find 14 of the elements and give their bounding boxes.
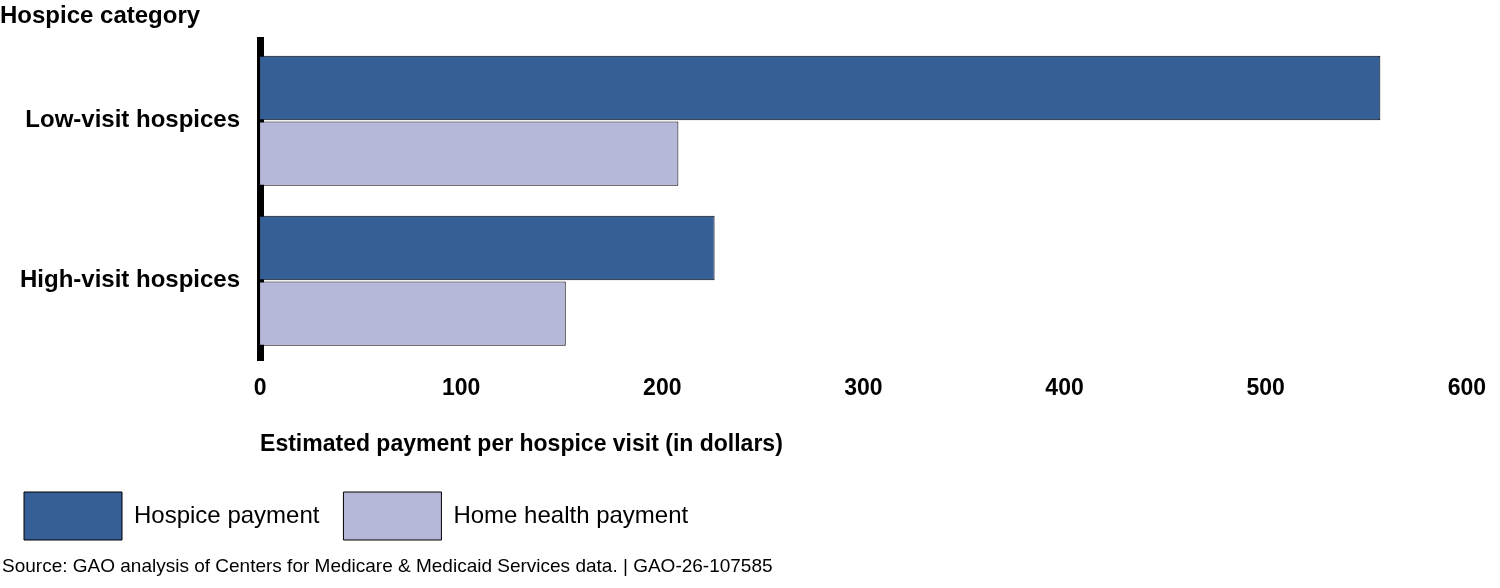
x-tick-label: 600 bbox=[1447, 373, 1486, 400]
x-tick-label: 200 bbox=[643, 373, 682, 400]
y-tick-label: Low-visit hospices bbox=[25, 105, 241, 133]
x-axis-title: Estimated payment per hospice visit (in dollars) bbox=[260, 429, 783, 456]
chart-title: Hospice category bbox=[0, 1, 201, 29]
x-tick-label: 400 bbox=[1045, 373, 1084, 400]
x-tick-label: 500 bbox=[1246, 373, 1285, 400]
y-tick-label: High-visit hospices bbox=[20, 265, 241, 293]
x-tick-label: 0 bbox=[253, 373, 267, 400]
legend-label: Home health payment bbox=[453, 500, 689, 528]
x-tick-label: 300 bbox=[844, 373, 883, 400]
legend-label: Hospice payment bbox=[134, 500, 320, 528]
x-tick-label: 100 bbox=[441, 373, 481, 400]
source-note: Source: GAO analysis of Centers for Medicare & Medicaid Services data. | GAO-26-107585 bbox=[2, 555, 773, 577]
